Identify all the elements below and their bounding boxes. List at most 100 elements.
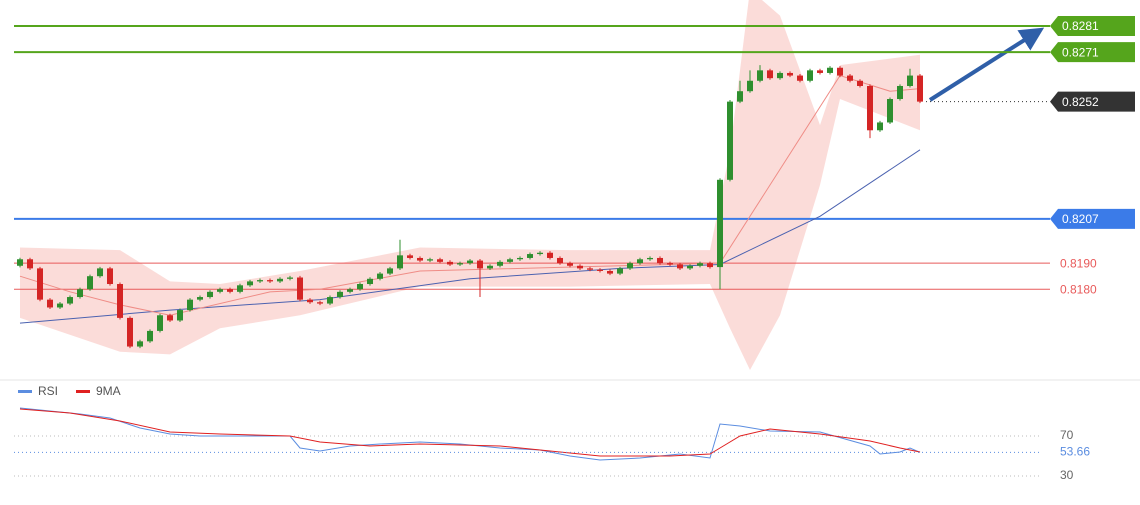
candle-body [267,280,273,282]
candle-body [207,291,213,298]
candle-body [487,265,493,269]
candle-body [657,257,663,264]
candle-body [47,299,53,308]
candle-body [907,75,913,86]
candle-body [917,75,923,102]
candle-body [337,291,343,298]
candle-body [547,252,553,258]
candle-body [497,261,503,266]
candle-body [447,261,453,265]
candle-body [347,289,353,292]
candle-body [817,70,823,73]
candle-body [697,263,703,266]
level-label: 0.8271 [1062,45,1099,59]
candle-body [87,276,93,290]
candle-body [247,281,253,286]
candle-body [67,297,73,304]
candle-body [377,273,383,279]
moving-average [19,149,921,324]
candle-body [767,70,773,79]
candle-body [887,99,893,123]
candle-body [287,277,293,279]
candle-body [737,91,743,102]
legend-swatch [76,390,90,393]
candle-body [857,80,863,86]
candle-body [457,263,463,265]
current-rsi-label: 53.66 [1060,445,1090,459]
candle-body [37,268,43,300]
candle-body [387,268,393,274]
candle-body [777,72,783,79]
level-label-box [1050,16,1135,37]
indicator-line [19,408,921,457]
candle-body [57,303,63,308]
candle-body [537,252,543,255]
level-label: 0.8281 [1062,19,1099,33]
candle-body [667,263,673,265]
candle-body [417,257,423,261]
candle-body [617,268,623,274]
candle-body [507,259,513,262]
candle-body [717,179,723,268]
bollinger-band [20,0,920,370]
candle-body [757,70,763,81]
legend-swatch [18,390,32,393]
legend-label: RSI [38,384,58,398]
candle-body [217,289,223,292]
candle-body [297,277,303,300]
candle-body [627,263,633,269]
candle-body [607,270,613,274]
candle-body [827,67,833,73]
indicator-line [19,407,921,461]
candle-body [807,70,813,81]
candle-body [317,302,323,304]
candle-body [427,259,433,261]
candle-body [117,284,123,318]
candle-body [567,263,573,266]
candle-body [577,265,583,269]
candle-body [137,341,143,347]
candle-body [277,278,283,282]
candle-body [147,330,153,342]
candle-body [397,255,403,269]
level-label: 0.8190 [1060,256,1097,270]
y-tick-label: 30 [1060,468,1074,482]
candle-body [587,268,593,270]
candle-body [197,297,203,300]
candle-body [437,259,443,262]
candle-body [177,310,183,321]
candle-body [167,315,173,321]
candle-body [747,80,753,92]
target-arrow [928,27,1045,102]
candle-body [367,278,373,285]
candle-body [357,284,363,290]
y-tick-label: 70 [1060,428,1074,442]
level-label-box [1050,42,1135,63]
candle-body [677,264,683,269]
candle-body [517,257,523,260]
candle-body [897,85,903,100]
candle-body [877,122,883,131]
candle-body [187,299,193,311]
candle-body [847,75,853,81]
candle-body [157,315,163,331]
candle-body [77,289,83,298]
candle-body [787,72,793,76]
candle-body [637,259,643,264]
candle-body [527,254,533,258]
candle-body [837,67,843,76]
candle-body [107,268,113,285]
candle-body [237,285,243,292]
current-price-box [1050,91,1135,112]
candle-body [647,257,653,260]
candle-body [407,255,413,258]
level-label: 0.8207 [1062,212,1099,226]
candle-body [327,297,333,304]
candle-body [557,257,563,264]
candle-body [867,85,873,131]
candle-body [727,101,733,180]
candle-body [227,289,233,292]
candle-body [27,259,33,269]
